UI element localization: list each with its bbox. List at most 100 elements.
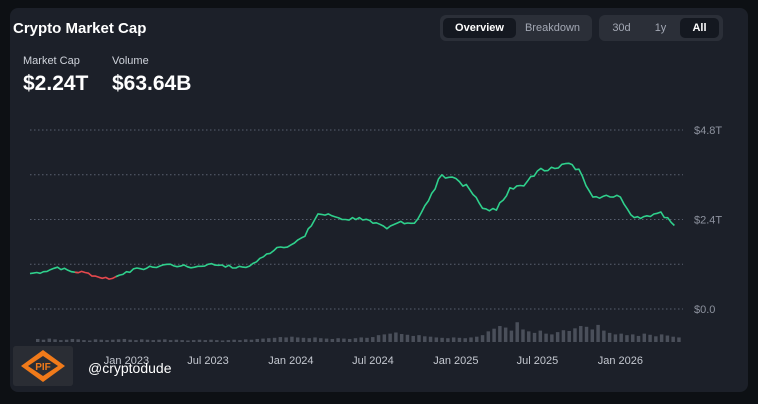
volume-bar (631, 334, 635, 342)
volume-bar (463, 338, 467, 342)
volume-bar (59, 340, 63, 342)
volume-bar (174, 339, 179, 342)
volume-bar (532, 332, 537, 342)
tab-overview[interactable]: Overview (443, 18, 516, 38)
view-toggle: Overview Breakdown (440, 15, 592, 41)
volume-bar (382, 334, 387, 342)
volume-bar (475, 336, 479, 342)
volume-bar (232, 339, 236, 342)
y-axis-ticks: $4.8T $2.4T $0.0 (694, 125, 722, 316)
watermark-handle: @cryptodude (88, 360, 172, 376)
volume-bar (613, 334, 618, 342)
range-1y-button[interactable]: 1y (654, 22, 667, 34)
volume-bar (336, 338, 340, 342)
volume-bar (197, 339, 202, 342)
y-tick-label: $0.0 (694, 304, 715, 316)
range-30d-button[interactable]: 30d (612, 22, 631, 34)
volume-bar (648, 334, 652, 342)
volume-bar (659, 334, 664, 342)
volume-bar (451, 337, 456, 342)
watermark-logo: PIF (13, 346, 73, 386)
volume-bar (561, 330, 566, 342)
volume-bar (139, 339, 144, 342)
volume-bar (544, 333, 548, 342)
volume-bar (677, 337, 681, 342)
volume-bar (238, 340, 242, 342)
volume-bar (284, 337, 288, 342)
y-tick-label: $2.4T (694, 215, 722, 227)
volume-bar (607, 332, 612, 342)
volume-bar (191, 340, 196, 342)
grid-lines (30, 129, 683, 310)
chart-card (10, 8, 748, 392)
volume-bar (654, 336, 658, 342)
y-tick-label: $4.8T (694, 125, 722, 137)
volume-bar (399, 334, 404, 342)
volume-bar (313, 337, 317, 342)
volume-bar (116, 339, 121, 342)
market-cap-label: Market Cap (23, 55, 80, 67)
x-tick-label: Jul 2025 (517, 355, 559, 367)
volume-bar (509, 330, 514, 342)
volume-bar (267, 338, 271, 342)
volume-bar (255, 338, 259, 342)
volume-bar (87, 340, 92, 342)
volume-bar (550, 334, 554, 342)
volume-bar (486, 331, 491, 342)
volume-bar (93, 339, 98, 342)
volume-bar (249, 339, 254, 342)
volume-bar (538, 330, 543, 342)
x-tick-label: Jan 2023 (104, 355, 149, 367)
volume-label: Volume (112, 55, 149, 67)
volume-bar (590, 329, 595, 342)
volume-bar (555, 332, 560, 342)
volume-bar (330, 338, 335, 342)
volume-bar (584, 326, 589, 342)
volume-bar (290, 336, 294, 342)
volume-bar (619, 333, 623, 342)
volume-bar (515, 322, 519, 342)
volume-bar (145, 339, 150, 342)
x-tick-label: Jul 2024 (352, 355, 394, 367)
volume-bar (567, 330, 571, 342)
chart-title: Crypto Market Cap (13, 20, 147, 37)
volume-bar (157, 339, 161, 342)
range-all-button[interactable]: All (680, 18, 719, 38)
x-tick-label: Jan 2026 (598, 355, 643, 367)
volume-bar (47, 338, 52, 342)
volume-bar (579, 326, 583, 342)
pif-logo-icon: PIF (13, 346, 73, 386)
volume-bar (209, 339, 213, 342)
volume-bar (457, 337, 462, 342)
volume-bar (307, 338, 311, 342)
volume-bar (625, 335, 629, 342)
volume-bar (411, 335, 415, 342)
volume-bar (521, 329, 525, 342)
volume-bar (353, 338, 358, 342)
volume-bar (111, 339, 115, 342)
volume-bar (41, 339, 46, 342)
volume-bar (278, 337, 283, 342)
down-segment-line (74, 270, 120, 280)
volume-bar (428, 336, 433, 342)
volume-value: $63.64B (112, 72, 192, 95)
x-tick-label: Jan 2024 (268, 355, 313, 367)
volume-bar (434, 337, 439, 342)
volume-bar (203, 340, 207, 342)
volume-bars (36, 322, 681, 342)
volume-bar (186, 340, 190, 342)
volume-bar (359, 337, 363, 342)
volume-bar (53, 339, 57, 342)
volume-bar (498, 326, 502, 342)
volume-bar (342, 338, 346, 342)
volume-bar (272, 337, 277, 342)
x-tick-label: Jan 2025 (433, 355, 478, 367)
tab-breakdown[interactable]: Breakdown (524, 22, 581, 34)
logo-text: PIF (35, 362, 51, 373)
market-cap-value: $2.24T (23, 72, 89, 95)
volume-bar (226, 340, 231, 342)
volume-bar (636, 335, 641, 342)
volume-bar (446, 338, 450, 342)
volume-bar (295, 337, 300, 342)
